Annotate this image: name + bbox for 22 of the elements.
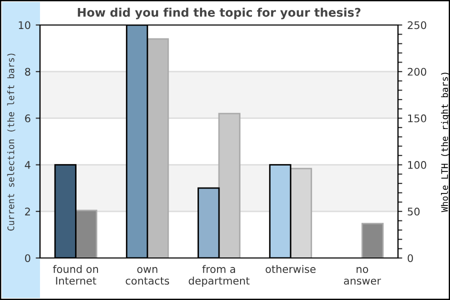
bar xyxy=(218,112,240,258)
x-tick-label: from a department xyxy=(188,264,250,287)
y-axis-title: Current selection (the left bars) xyxy=(7,54,16,231)
y2-tick-label: 100 xyxy=(408,161,426,169)
x-tick-label: no answer xyxy=(344,267,382,285)
chart-title: How did you find the topic for your thesis? xyxy=(78,8,360,20)
y2-axis-title: Whole LTH (the right bars) xyxy=(441,72,450,212)
y2-tick-label: 200 xyxy=(408,68,426,76)
bar xyxy=(362,222,384,258)
y-tick-label: 8 xyxy=(25,68,30,76)
y-tick-label: 4 xyxy=(24,161,30,169)
x-tick-label: found on Internet xyxy=(52,264,98,285)
y2-tick-label: 150 xyxy=(408,114,426,122)
x-tick-label: own contacts xyxy=(126,267,170,285)
y2-tick-label: 0 xyxy=(408,254,413,262)
x-tick-label: otherwise xyxy=(266,264,316,274)
y2-tick-label: 250 xyxy=(408,21,426,30)
y2-tick-label: 50 xyxy=(408,208,420,216)
y-tick-label: 10 xyxy=(18,21,30,30)
y-tick-label: 6 xyxy=(25,114,30,122)
y-tick-label: 2 xyxy=(25,208,30,216)
y-tick-label: 0 xyxy=(25,254,30,262)
